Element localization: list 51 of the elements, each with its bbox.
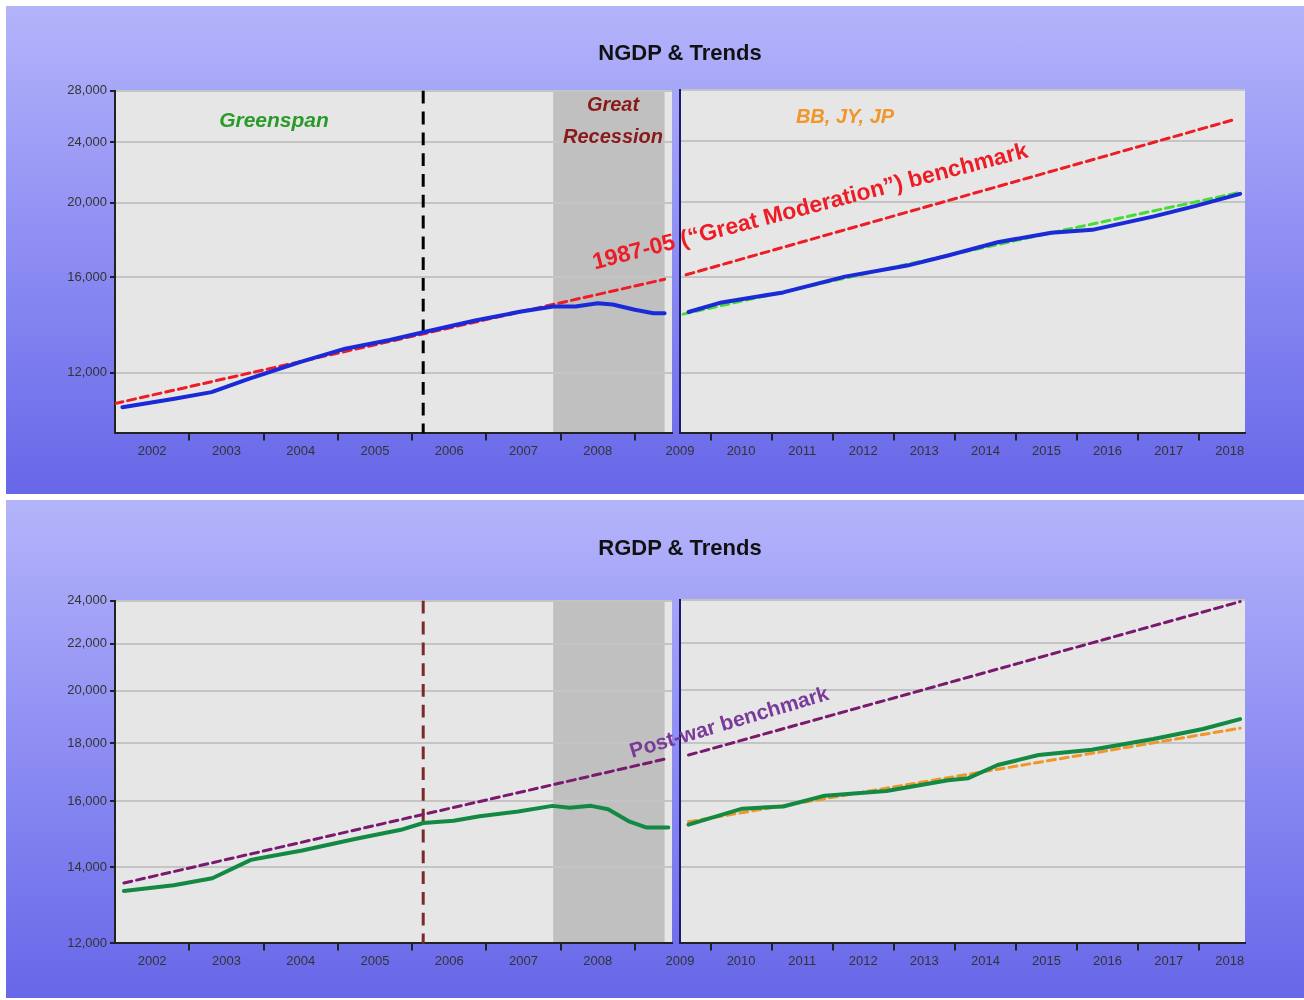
y-tick-label: 24,000 xyxy=(67,592,107,608)
x-tick-label: 2017 xyxy=(1154,442,1184,458)
x-tick-label: 2016 xyxy=(1093,442,1123,458)
y-tick-label: 24,000 xyxy=(67,133,107,149)
x-tick-label: 2003 xyxy=(211,442,241,458)
x-tick-label: 2007 xyxy=(509,442,538,458)
x-tick-label: 2005 xyxy=(360,952,390,968)
x-tick-label: 2004 xyxy=(286,952,316,968)
chart-title: NGDP & Trends xyxy=(598,40,762,66)
x-tick-label: 2016 xyxy=(1093,952,1123,968)
x-tick-label: 2013 xyxy=(909,442,939,458)
x-tick-label: 2005 xyxy=(360,442,390,458)
annotation: Greenspan xyxy=(219,108,329,132)
x-tick-label: 2014 xyxy=(970,442,1000,458)
y-tick-label: 22,000 xyxy=(67,635,107,651)
y-tick-label: 20,000 xyxy=(67,194,107,210)
x-tick-label: 2011 xyxy=(788,952,817,968)
x-tick-label: 2009 xyxy=(665,952,695,968)
x-tick-label: 2006 xyxy=(434,442,464,458)
y-tick-label: 12,000 xyxy=(67,364,107,380)
x-tick-label: 2017 xyxy=(1154,952,1184,968)
x-tick-label: 2012 xyxy=(848,952,878,968)
x-tick-label: 2006 xyxy=(434,952,464,968)
x-tick-label: 2010 xyxy=(726,952,756,968)
x-tick-label: 2002 xyxy=(137,442,167,458)
x-tick-label: 2015 xyxy=(1032,952,1061,968)
y-tick-label: 16,000 xyxy=(67,268,107,284)
x-tick-label: 2007 xyxy=(509,952,538,968)
annotation: Great Recession xyxy=(561,92,665,149)
x-tick-label: 2018 xyxy=(1215,442,1245,458)
y-tick-label: 12,000 xyxy=(67,934,107,950)
x-tick-label: 2004 xyxy=(286,442,316,458)
x-tick-label: 2009 xyxy=(665,442,695,458)
x-tick-label: 2015 xyxy=(1032,442,1061,458)
x-tick-label: 2014 xyxy=(970,952,1000,968)
y-tick-label: 28,000 xyxy=(67,82,107,98)
annotation: BB, JY, JP xyxy=(795,104,895,128)
chart-title: RGDP & Trends xyxy=(598,535,762,561)
x-tick-label: 2003 xyxy=(211,952,241,968)
x-tick-label: 2002 xyxy=(137,952,167,968)
x-tick-label: 2010 xyxy=(726,442,756,458)
x-tick-label: 2013 xyxy=(909,952,939,968)
x-tick-label: 2012 xyxy=(848,442,878,458)
x-tick-label: 2011 xyxy=(788,442,817,458)
x-tick-label: 2018 xyxy=(1215,952,1245,968)
y-tick-label: 18,000 xyxy=(67,734,107,750)
y-tick-label: 14,000 xyxy=(67,858,107,874)
x-tick-label: 2008 xyxy=(583,952,613,968)
y-tick-label: 16,000 xyxy=(67,792,107,808)
y-tick-label: 20,000 xyxy=(67,682,107,698)
x-tick-label: 2008 xyxy=(583,442,613,458)
